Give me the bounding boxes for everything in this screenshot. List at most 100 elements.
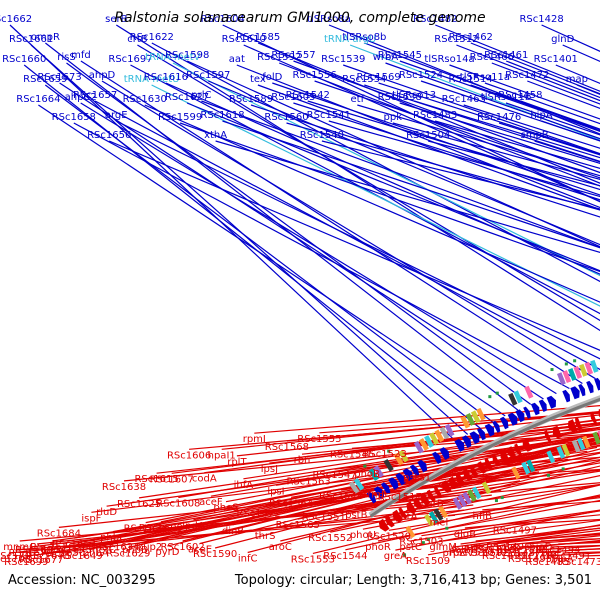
forward-label-line <box>80 102 557 395</box>
reverse-gene-label: RSc1486 <box>514 551 558 562</box>
forward-gene-arrow <box>461 435 472 448</box>
reverse-gene-arrow <box>500 449 510 463</box>
outer-feature-band <box>460 415 471 429</box>
forward-gene-label: tlSRso8a <box>307 14 351 25</box>
reverse-gene-arrow <box>552 425 562 439</box>
forward-gene-label: RSc1545 <box>378 50 422 61</box>
forward-gene-label: RSc1592 <box>257 52 301 63</box>
reverse-label-line <box>417 456 600 473</box>
forward-label-line <box>272 82 600 196</box>
forward-gene-label: tlSRso11a <box>460 72 510 83</box>
genome-backbone <box>368 395 600 518</box>
reverse-gene-label: RSc1495 <box>508 554 552 565</box>
reverse-label-line <box>139 428 600 499</box>
outer-feature-band <box>465 413 476 426</box>
inner-feature-band <box>521 461 531 475</box>
reverse-gene-arrow <box>484 457 493 471</box>
reverse-gene-arrow <box>448 476 459 489</box>
forward-gene-label: RSc1664 <box>16 94 60 105</box>
reverse-gene-arrow <box>426 489 436 502</box>
reverse-gene-arrow <box>575 417 583 430</box>
reverse-gene-arrow <box>378 518 390 532</box>
reverse-gene-label: hflB <box>473 511 493 522</box>
reverse-gene-arrow <box>406 501 417 514</box>
forward-gene-label: RSc1524 <box>399 70 443 81</box>
outer-feature-band <box>368 468 379 481</box>
forward-gene-label: aat <box>229 54 245 65</box>
forward-gene-label: tRNA-metU <box>124 74 180 85</box>
forward-label-line <box>328 120 600 198</box>
forward-gene-label: RSc1401 <box>534 54 578 65</box>
reverse-label-line <box>453 527 600 548</box>
marker-dot <box>403 553 407 557</box>
reverse-label-line <box>421 509 600 537</box>
forward-gene-arrow <box>546 395 556 409</box>
inner-feature-band <box>576 437 586 451</box>
reverse-gene-label: pyrD <box>155 547 179 558</box>
forward-label-line <box>38 104 506 417</box>
forward-gene-arrow <box>477 427 486 441</box>
forward-gene-arrow <box>402 468 413 481</box>
forward-gene-label: RSc1598 <box>165 50 209 61</box>
reverse-label-line <box>410 510 600 542</box>
reverse-gene-label: RSc1546 <box>330 449 374 460</box>
inner-feature-band <box>433 508 444 521</box>
outer-feature-band <box>584 361 594 375</box>
reverse-gene-label: RSc1516 <box>449 547 493 558</box>
forward-gene-label: RSc1512 <box>434 34 478 45</box>
inner-feature-band <box>438 505 449 519</box>
forward-gene-label: tex <box>250 74 266 85</box>
reverse-gene-label: RSc1509 <box>406 556 450 567</box>
forward-label-line <box>30 44 469 435</box>
reverse-gene-label: bioA <box>552 554 574 565</box>
reverse-gene-label: rbn <box>294 455 311 466</box>
forward-label-line <box>257 84 600 211</box>
forward-label-line <box>250 104 600 218</box>
forward-label-line <box>208 80 600 246</box>
marker-dot <box>561 467 565 471</box>
outer-feature-band <box>439 426 450 440</box>
reverse-gene-label: phbB <box>122 545 148 556</box>
forward-label-line <box>349 44 600 141</box>
reverse-gene-label: RSc1625 <box>117 499 161 510</box>
forward-gene-label: tRNA-argU <box>324 34 376 45</box>
forward-gene-label: RSc1605 <box>271 92 315 103</box>
outer-feature-band <box>556 372 566 386</box>
marker-dot <box>426 537 430 541</box>
inner-feature-band <box>561 443 571 457</box>
inner-feature-band <box>597 430 600 438</box>
reverse-gene-label: codA <box>192 474 217 485</box>
forward-gene-arrow <box>500 416 509 430</box>
outer-feature-band <box>353 477 365 491</box>
reverse-gene-label: RSc1523 <box>362 449 406 460</box>
forward-label-line <box>449 64 600 120</box>
forward-gene-label: RSc1661 <box>9 34 53 45</box>
reverse-gene-label: RSc1491 <box>547 551 591 562</box>
forward-gene-label: RSc1618 <box>200 110 244 121</box>
forward-label-line <box>186 60 600 248</box>
marker-dot <box>387 449 391 453</box>
marker-dot <box>445 526 449 530</box>
reverse-label-line <box>377 499 600 542</box>
forward-label-line <box>201 100 600 249</box>
forward-gene-label: RSc1662 <box>0 14 32 25</box>
forward-gene-label: RSc1569 <box>356 72 400 83</box>
forward-label-line <box>144 104 600 303</box>
reverse-gene-arrow <box>385 515 395 528</box>
outer-feature-band <box>513 390 523 404</box>
outer-feature-band <box>476 407 486 421</box>
forward-gene-label: folD <box>262 72 282 83</box>
reverse-label-line <box>443 519 600 542</box>
forward-gene-label: RSc1461 <box>484 50 528 61</box>
outer-feature-band <box>348 481 360 494</box>
reverse-gene-label: glgB <box>454 529 476 540</box>
outer-feature-band <box>418 438 429 451</box>
forward-label-lines <box>9 24 600 442</box>
reverse-gene-label: RSc1701 <box>0 551 38 562</box>
forward-label-line <box>45 42 519 411</box>
reverse-gene-label: RSc1510 <box>471 545 515 556</box>
forward-gene-arrow <box>492 420 501 433</box>
forward-gene-label: RSc1557 <box>271 50 315 61</box>
outer-feature-track <box>348 359 599 494</box>
